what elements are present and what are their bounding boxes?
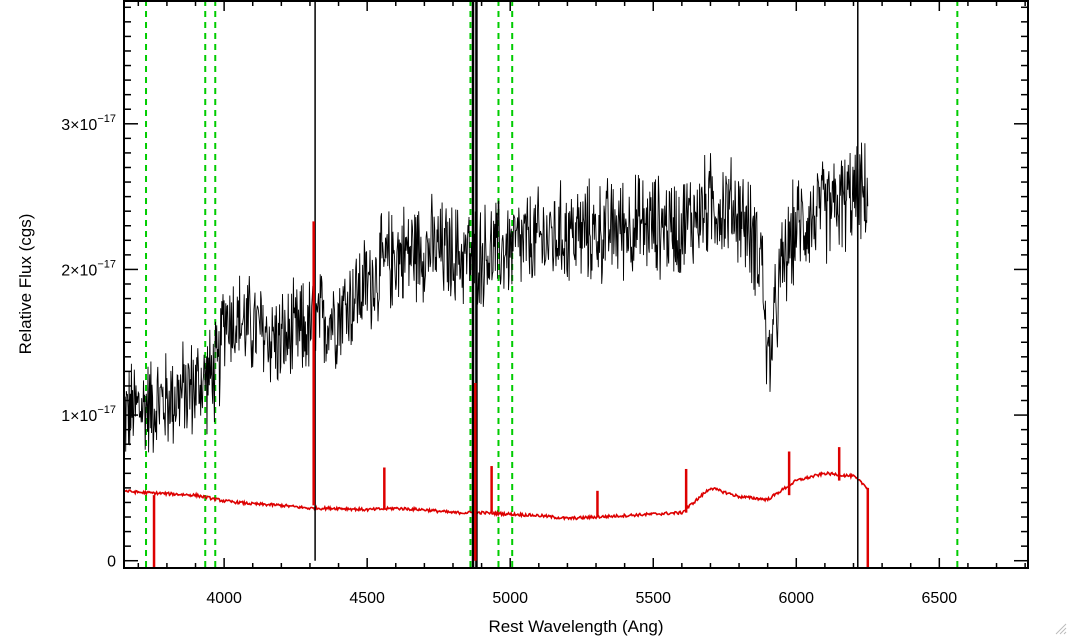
y-tick-label: 3×10−17 bbox=[61, 113, 116, 134]
x-axis-label: Rest Wavelength (Ang) bbox=[488, 617, 663, 636]
x-tick-labels: 4000 4500 5000 5500 6000 6500 bbox=[206, 590, 957, 607]
reference-lines bbox=[145, 0, 959, 568]
resize-grip-icon[interactable] bbox=[1053, 621, 1067, 635]
x-tick-label: 5500 bbox=[635, 590, 671, 607]
series-line-0 bbox=[123, 142, 869, 453]
x-tick-label: 6000 bbox=[778, 590, 814, 607]
spectrum-spikes bbox=[152, 0, 870, 568]
axis-ticks bbox=[124, 1, 1028, 568]
plot-frame bbox=[123, 0, 1029, 569]
x-tick-label: 4500 bbox=[349, 590, 385, 607]
spectrum-series bbox=[123, 142, 1028, 569]
series-line-1 bbox=[123, 471, 868, 521]
y-tick-label: 0 bbox=[107, 554, 116, 571]
x-tick-label: 6500 bbox=[922, 590, 958, 607]
y-tick-label: 2×10−17 bbox=[61, 258, 116, 279]
x-tick-label: 4000 bbox=[206, 590, 242, 607]
x-tick-label: 5000 bbox=[492, 590, 528, 607]
y-axis-label: Relative Flux (cgs) bbox=[16, 214, 35, 355]
y-tick-label: 1×10−17 bbox=[61, 404, 116, 425]
y-tick-labels: 0 1×10−17 2×10−17 3×10−17 bbox=[61, 113, 116, 571]
